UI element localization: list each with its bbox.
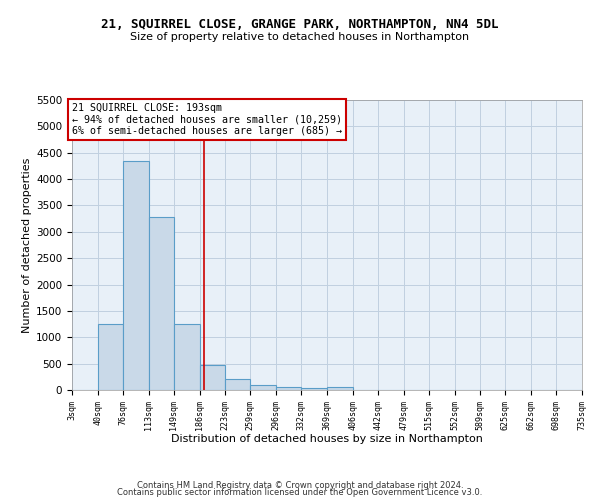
Bar (149, 217, 174, 390)
Text: Contains HM Land Registry data © Crown copyright and database right 2024.: Contains HM Land Registry data © Crown c… (137, 480, 463, 490)
Y-axis label: Number of detached properties: Number of detached properties (22, 158, 32, 332)
X-axis label: Distribution of detached houses by size in Northampton: Distribution of detached houses by size … (171, 434, 483, 444)
Text: Size of property relative to detached houses in Northampton: Size of property relative to detached ho… (130, 32, 470, 42)
Bar (301, 388, 327, 390)
Bar (98, 324, 123, 390)
Bar (327, 387, 353, 390)
Text: 21, SQUIRREL CLOSE, GRANGE PARK, NORTHAMPTON, NN4 5DL: 21, SQUIRREL CLOSE, GRANGE PARK, NORTHAM… (101, 18, 499, 30)
Bar (174, 324, 199, 390)
Bar (199, 364, 225, 390)
Bar (276, 387, 301, 390)
Bar (123, 160, 149, 390)
Bar (250, 386, 276, 390)
Bar (225, 378, 250, 390)
Text: 21 SQUIRREL CLOSE: 193sqm
← 94% of detached houses are smaller (10,259)
6% of se: 21 SQUIRREL CLOSE: 193sqm ← 94% of detac… (72, 102, 342, 136)
Text: Contains public sector information licensed under the Open Government Licence v3: Contains public sector information licen… (118, 488, 482, 497)
